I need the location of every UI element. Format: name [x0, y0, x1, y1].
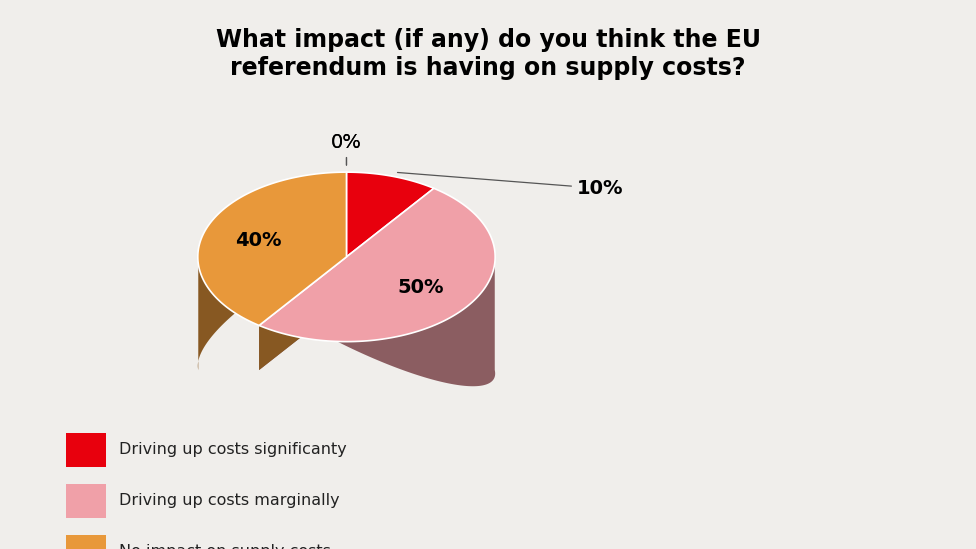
Bar: [66, 535, 106, 549]
Bar: [66, 433, 106, 467]
Polygon shape: [259, 257, 346, 370]
Polygon shape: [259, 257, 346, 370]
Text: 0%: 0%: [331, 133, 362, 165]
Polygon shape: [198, 250, 259, 370]
Polygon shape: [346, 172, 434, 257]
Polygon shape: [198, 172, 346, 326]
Bar: [66, 484, 106, 518]
Text: Driving up costs marginally: Driving up costs marginally: [119, 493, 340, 508]
Text: 0%: 0%: [331, 133, 362, 165]
Text: What impact (if any) do you think the EU
referendum is having on supply costs?: What impact (if any) do you think the EU…: [216, 29, 760, 80]
Polygon shape: [259, 250, 495, 386]
Text: No impact on supply costs: No impact on supply costs: [119, 544, 331, 549]
Text: 40%: 40%: [235, 231, 282, 250]
Text: Driving up costs significanty: Driving up costs significanty: [119, 442, 346, 457]
Polygon shape: [259, 188, 495, 341]
Text: 50%: 50%: [398, 278, 444, 297]
Text: 10%: 10%: [397, 172, 624, 198]
